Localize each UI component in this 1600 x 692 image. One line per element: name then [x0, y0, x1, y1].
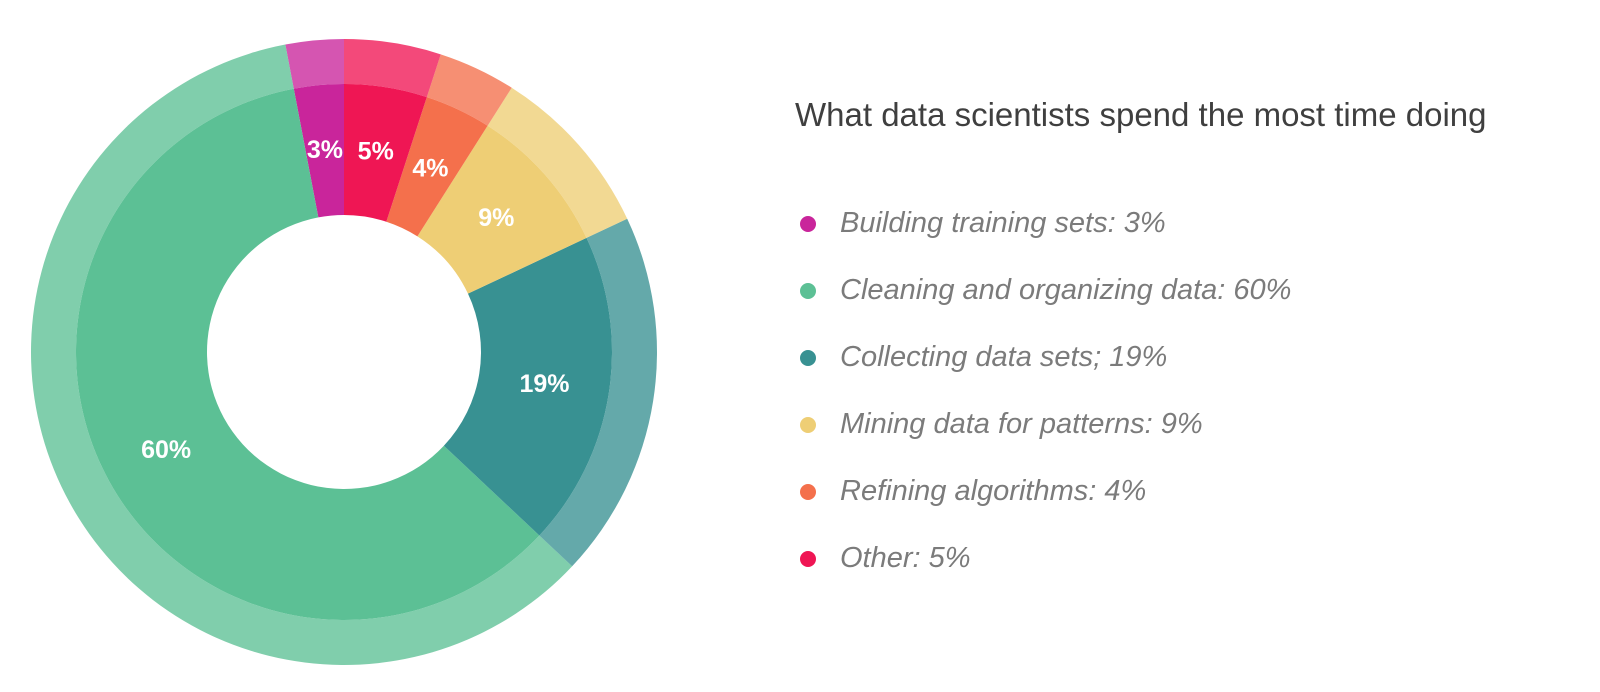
- legend-item-mining-data-for-patterns: Mining data for patterns: 9%: [800, 391, 1291, 458]
- legend: Building training sets: 3% Cleaning and o…: [800, 190, 1291, 592]
- slice-building-training-sets: [293, 84, 344, 218]
- legend-marker: [800, 550, 816, 567]
- slice-label-collecting-data-sets: 19%: [519, 370, 569, 398]
- slice-label-mining-data-for-patterns: 9%: [478, 204, 514, 232]
- slice-mining-data-for-patterns: [417, 125, 587, 294]
- legend-item-cleaning-and-organizing-data: Cleaning and organizing data: 60%: [800, 257, 1291, 324]
- outer-slice-cleaning-and-organizing-data: [30, 44, 573, 665]
- slice-cleaning-and-organizing-data: [75, 88, 540, 621]
- legend-marker: [800, 483, 816, 500]
- legend-item-collecting-data-sets: Collecting data sets; 19%: [800, 324, 1291, 391]
- slice-refining-algorithms: [386, 97, 488, 237]
- outer-slice-other: [344, 39, 441, 98]
- legend-item-building-training-sets: Building training sets: 3%: [800, 190, 1291, 257]
- legend-label: Cleaning and organizing data: 60%: [840, 274, 1292, 306]
- legend-marker: [800, 215, 816, 232]
- legend-marker: [800, 416, 816, 433]
- donut-chart: 3% 60% 19% 9% 4% 5%: [30, 39, 658, 665]
- slice-label-other: 5%: [358, 137, 394, 165]
- legend-label: Refining algorithms: 4%: [840, 475, 1147, 507]
- outer-slice-mining-data-for-patterns: [487, 87, 628, 238]
- legend-marker: [800, 282, 816, 299]
- chart-title: What data scientists spend the most time…: [795, 96, 1487, 133]
- slice-other: [344, 84, 427, 222]
- slice-collecting-data-sets: [443, 237, 612, 536]
- legend-label: Other: 5%: [840, 542, 971, 574]
- slice-labels: 3% 60% 19% 9% 4% 5%: [141, 136, 569, 464]
- legend-label: Building training sets: 3%: [840, 207, 1166, 239]
- legend-item-refining-algorithms: Refining algorithms: 4%: [800, 458, 1291, 525]
- slice-label-cleaning-and-organizing-data: 60%: [141, 436, 191, 464]
- outer-ring: [30, 39, 658, 665]
- inner-ring: [75, 84, 612, 621]
- legend-marker: [800, 349, 816, 366]
- outer-slice-refining-algorithms: [426, 54, 512, 126]
- legend-label: Collecting data sets; 19%: [840, 341, 1168, 373]
- legend-label: Mining data for patterns: 9%: [840, 408, 1203, 440]
- outer-slice-collecting-data-sets: [539, 218, 658, 567]
- slice-label-refining-algorithms: 4%: [412, 154, 448, 182]
- outer-slice-building-training-sets: [285, 39, 344, 89]
- slice-label-building-training-sets: 3%: [307, 136, 343, 164]
- legend-item-other: Other: 5%: [800, 525, 1291, 592]
